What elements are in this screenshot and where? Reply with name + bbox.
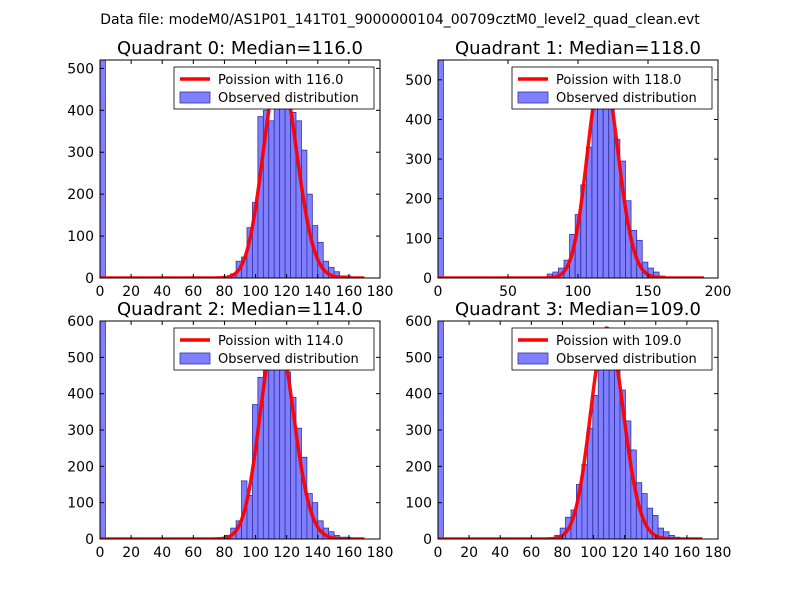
x-tick-label: 80 bbox=[216, 284, 234, 300]
quadrant-0-chart: 0 20 40 60 80 100 120 140 160 1800100200300400500… bbox=[67, 38, 393, 300]
x-tick-label: 60 bbox=[184, 545, 202, 561]
x-tick-label: 40 bbox=[491, 545, 509, 561]
poisson-curve bbox=[100, 329, 366, 539]
x-tick-label: 60 bbox=[184, 284, 202, 300]
legend-label-observed: Observed distribution bbox=[556, 352, 697, 367]
x-tick-label: 20 bbox=[122, 545, 140, 561]
x-tick-label: 40 bbox=[153, 545, 171, 561]
x-tick-label: 160 bbox=[336, 284, 363, 300]
legend-label-observed: Observed distribution bbox=[556, 91, 697, 106]
x-tick-label: 150 bbox=[635, 284, 662, 300]
chart-title: Quadrant 0: Median=116.0 bbox=[117, 38, 363, 59]
x-tick-label: 100 bbox=[565, 284, 592, 300]
poisson-curve bbox=[100, 68, 366, 278]
y-tick-label: 100 bbox=[405, 496, 432, 512]
y-tick-label: 400 bbox=[405, 387, 432, 403]
legend-label-poisson: Poission with 118.0 bbox=[556, 73, 681, 88]
x-tick-label: 200 bbox=[705, 284, 732, 300]
y-tick-label: 100 bbox=[405, 231, 432, 247]
x-tick-label: 140 bbox=[304, 284, 331, 300]
histogram-bar bbox=[597, 362, 605, 539]
y-tick-label: 400 bbox=[67, 103, 94, 119]
x-tick-label: 20 bbox=[460, 545, 478, 561]
x-tick-label: 80 bbox=[216, 545, 234, 561]
y-tick-label: 300 bbox=[405, 423, 432, 439]
quadrant-1-chart: 0 50 100 150 200 0 100 200 300 400 500 Quadrant 1: … bbox=[405, 38, 731, 300]
x-tick-label: 100 bbox=[580, 545, 607, 561]
y-tick-label: 400 bbox=[405, 112, 432, 128]
y-tick-label: 200 bbox=[67, 459, 94, 475]
x-tick-label: 40 bbox=[153, 284, 171, 300]
y-tick-label: 500 bbox=[405, 73, 432, 89]
y-tick-label: 0 bbox=[423, 532, 432, 548]
x-tick-label: 160 bbox=[674, 545, 701, 561]
y-tick-label: 200 bbox=[67, 187, 94, 203]
y-tick-label: 300 bbox=[67, 423, 94, 439]
x-tick-label: 0 bbox=[434, 545, 443, 561]
poisson-curve bbox=[438, 326, 704, 539]
x-tick-label: 160 bbox=[336, 545, 363, 561]
y-tick-label: 100 bbox=[67, 496, 94, 512]
x-tick-label: 60 bbox=[522, 545, 540, 561]
legend-label-observed: Observed distribution bbox=[218, 352, 359, 367]
chart-title: Quadrant 3: Median=109.0 bbox=[455, 299, 701, 320]
y-tick-label: 0 bbox=[85, 532, 94, 548]
legend-label-poisson: Poission with 109.0 bbox=[556, 334, 681, 349]
histogram-bar bbox=[268, 342, 275, 539]
x-tick-label: 0 bbox=[96, 284, 105, 300]
y-tick-label: 600 bbox=[67, 314, 94, 330]
legend-bar-swatch bbox=[517, 91, 549, 104]
legend-bar-swatch bbox=[179, 91, 211, 104]
y-tick-label: 0 bbox=[423, 271, 432, 287]
x-tick-label: 180 bbox=[367, 545, 394, 561]
x-tick-label: 20 bbox=[122, 284, 140, 300]
y-tick-label: 500 bbox=[405, 350, 432, 366]
x-tick-label: 120 bbox=[611, 545, 638, 561]
x-tick-label: 140 bbox=[304, 545, 331, 561]
y-tick-label: 400 bbox=[67, 387, 94, 403]
x-tick-label: 0 bbox=[434, 284, 443, 300]
legend-bar-swatch bbox=[517, 352, 549, 365]
figure-suptitle: Data file: modeM0/AS1P01_141T01_90000001… bbox=[100, 12, 700, 28]
y-tick-label: 100 bbox=[67, 229, 94, 245]
legend-label-poisson: Poission with 114.0 bbox=[218, 334, 343, 349]
histogram-bar bbox=[652, 514, 659, 539]
histogram-bar bbox=[268, 120, 275, 278]
y-tick-label: 300 bbox=[405, 152, 432, 168]
axes-frame bbox=[99, 59, 381, 279]
legend-label-poisson: Poission with 116.0 bbox=[218, 73, 343, 88]
quadrant-3-chart: 0 20 40 60 80 100 120 140 160 1800100200300400500… bbox=[405, 299, 731, 561]
chart-title: Quadrant 2: Median=114.0 bbox=[117, 299, 363, 320]
histogram-bar bbox=[100, 60, 106, 278]
y-tick-label: 600 bbox=[405, 314, 432, 330]
histogram-bar bbox=[438, 60, 444, 278]
x-tick-label: 120 bbox=[273, 545, 300, 561]
x-tick-label: 0 bbox=[96, 545, 105, 561]
x-tick-label: 100 bbox=[242, 545, 269, 561]
y-tick-label: 300 bbox=[67, 145, 94, 161]
y-tick-label: 0 bbox=[85, 271, 94, 287]
legend-bar-swatch bbox=[179, 352, 211, 365]
y-tick-label: 200 bbox=[405, 459, 432, 475]
y-tick-label: 500 bbox=[67, 350, 94, 366]
x-tick-label: 180 bbox=[367, 284, 394, 300]
legend-label-observed: Observed distribution bbox=[218, 91, 359, 106]
y-tick-label: 500 bbox=[67, 61, 94, 77]
chart-title: Quadrant 1: Median=118.0 bbox=[455, 38, 701, 59]
y-tick-label: 200 bbox=[405, 192, 432, 208]
quadrant-2-chart: 0 20 40 60 80 100 120 140 160 1800100200300400500… bbox=[67, 299, 393, 561]
x-tick-label: 120 bbox=[273, 284, 300, 300]
x-tick-label: 50 bbox=[499, 284, 517, 300]
x-tick-label: 100 bbox=[242, 284, 269, 300]
x-tick-label: 80 bbox=[554, 545, 572, 561]
x-tick-label: 180 bbox=[705, 545, 732, 561]
x-tick-label: 140 bbox=[642, 545, 669, 561]
histogram-bar bbox=[592, 395, 599, 539]
